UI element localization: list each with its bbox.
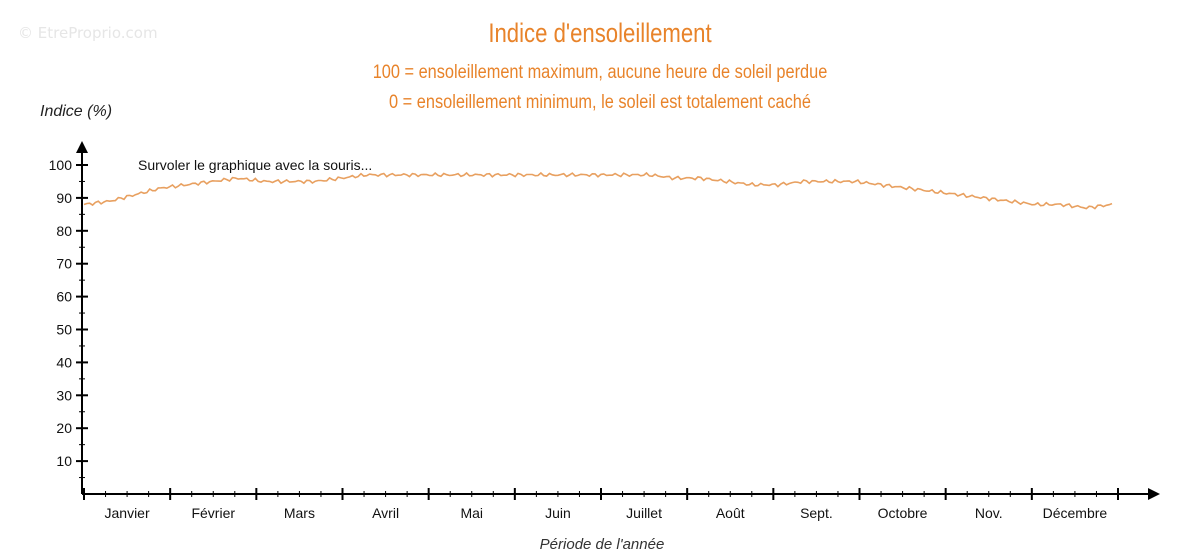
y-tick-label: 20 (56, 420, 72, 436)
chart-title: Indice d'ensoleillement (488, 18, 712, 48)
y-tick-label: 70 (56, 256, 72, 272)
x-tick-label: Juin (545, 505, 571, 521)
y-tick-label: 80 (56, 223, 72, 239)
series-line (83, 171, 1113, 210)
x-tick-label: Août (716, 505, 745, 521)
x-tick-label: Juillet (626, 505, 662, 521)
y-tick-label: 60 (56, 289, 72, 305)
x-tick-label: Février (191, 505, 235, 521)
chart-subtitle-2: 0 = ensoleillement minimum, le soleil es… (389, 92, 811, 113)
x-tick-label: Mars (284, 505, 315, 521)
y-tick-label: 90 (56, 190, 72, 206)
y-axis-label: Indice (%) (40, 103, 113, 120)
x-axis-label: Période de l'année (539, 536, 665, 553)
x-tick-label: Janvier (105, 505, 150, 521)
y-tick-label: 50 (56, 322, 72, 338)
watermark: © EtreProprio.com (18, 24, 158, 42)
x-tick-label: Nov. (975, 505, 1003, 521)
y-tick-label: 10 (56, 453, 72, 469)
y-axis-arrow (76, 141, 88, 153)
x-tick-label: Mai (460, 505, 483, 521)
x-tick-label: Décembre (1043, 505, 1108, 521)
x-axis-arrow (1148, 488, 1160, 500)
y-tick-label: 40 (56, 354, 72, 370)
x-tick-label: Octobre (878, 505, 928, 521)
hover-hint: Survoler le graphique avec la souris... (138, 157, 373, 173)
y-tick-label: 100 (49, 157, 73, 173)
y-tick-label: 30 (56, 387, 72, 403)
x-tick-label: Sept. (800, 505, 833, 521)
chart-subtitle-1: 100 = ensoleillement maximum, aucune heu… (372, 62, 828, 83)
x-tick-label: Avril (372, 505, 399, 521)
